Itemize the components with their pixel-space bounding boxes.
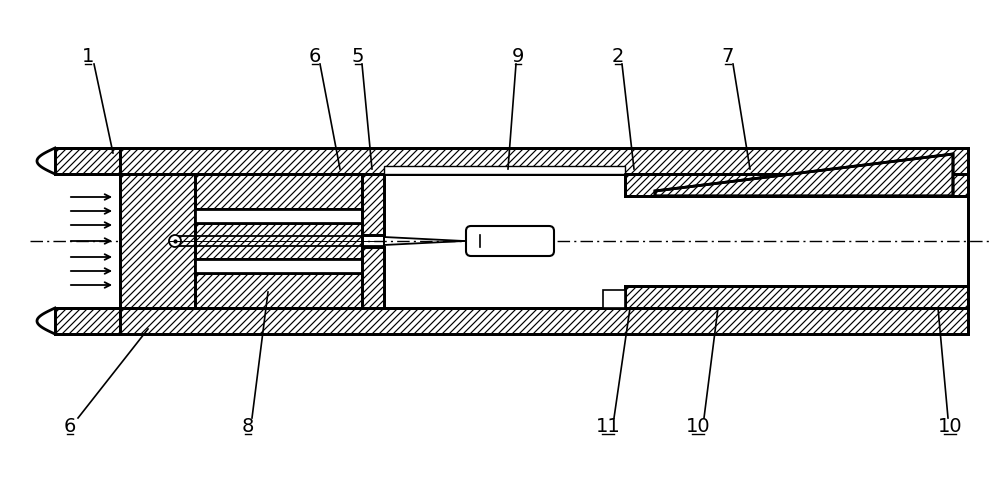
Polygon shape: [195, 223, 362, 259]
Polygon shape: [55, 308, 120, 334]
Text: 6: 6: [309, 46, 321, 66]
Polygon shape: [55, 308, 120, 334]
Text: 8: 8: [242, 416, 254, 436]
Polygon shape: [195, 174, 362, 209]
Bar: [603, 290, 625, 308]
Polygon shape: [362, 174, 384, 235]
Polygon shape: [195, 223, 362, 259]
Text: 6: 6: [64, 416, 76, 436]
Polygon shape: [120, 308, 968, 334]
Polygon shape: [120, 308, 968, 334]
Bar: [195, 209, 362, 223]
Text: 9: 9: [512, 46, 524, 66]
Polygon shape: [195, 273, 362, 308]
Polygon shape: [120, 148, 968, 174]
Polygon shape: [195, 273, 362, 308]
Polygon shape: [655, 154, 953, 196]
Polygon shape: [625, 174, 968, 196]
FancyBboxPatch shape: [466, 226, 554, 256]
Polygon shape: [625, 286, 968, 308]
Polygon shape: [55, 148, 120, 174]
Text: 10: 10: [938, 416, 962, 436]
Text: 5: 5: [352, 46, 364, 66]
Polygon shape: [55, 148, 120, 174]
Polygon shape: [625, 286, 968, 308]
Polygon shape: [120, 174, 195, 308]
Text: 11: 11: [596, 416, 620, 436]
Polygon shape: [195, 174, 362, 209]
Polygon shape: [362, 247, 384, 308]
Text: 2: 2: [612, 46, 624, 66]
Polygon shape: [362, 247, 384, 308]
Circle shape: [169, 235, 181, 247]
Text: 10: 10: [686, 416, 710, 436]
Text: 1: 1: [82, 46, 94, 66]
Polygon shape: [625, 174, 968, 196]
Polygon shape: [120, 148, 968, 174]
Polygon shape: [655, 154, 953, 196]
Polygon shape: [120, 174, 195, 308]
Bar: [195, 259, 362, 273]
Text: 7: 7: [722, 46, 734, 66]
Polygon shape: [362, 174, 384, 235]
Bar: [384, 166, 625, 174]
